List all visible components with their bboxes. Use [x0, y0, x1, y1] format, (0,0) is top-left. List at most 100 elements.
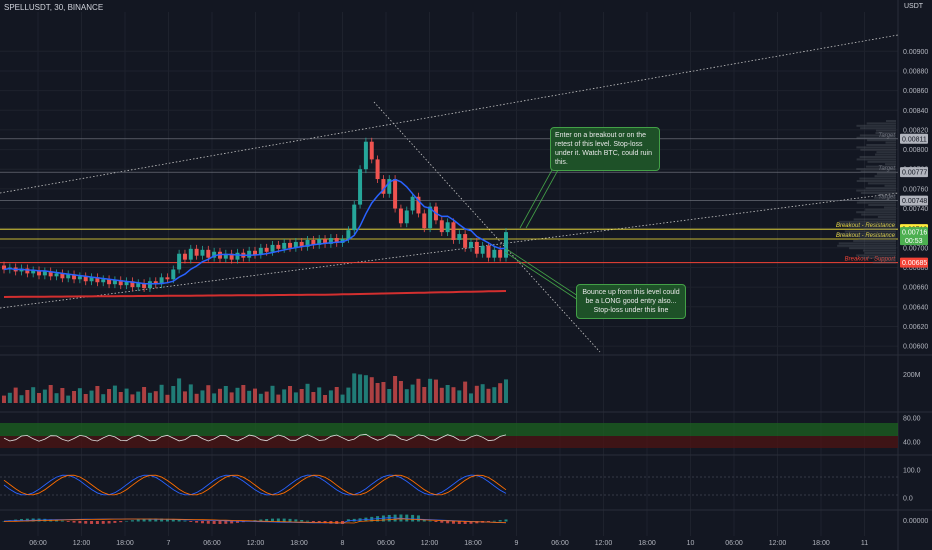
macd-histogram-bar — [446, 521, 450, 524]
volume-profile-bar — [875, 132, 896, 134]
candle-body — [112, 280, 117, 285]
rsi-oversold-zone — [0, 436, 898, 448]
level-price-tag — [900, 257, 928, 268]
level-price-tag — [900, 195, 928, 206]
candle-body — [451, 222, 456, 240]
candle-body — [206, 249, 211, 258]
candle-body — [504, 232, 508, 258]
volume-profile-bar — [856, 254, 896, 257]
candle-body — [258, 247, 263, 255]
symbol-header: SPELLUSDT, 30, BINANCE — [4, 3, 104, 12]
candle-body — [323, 238, 328, 244]
candle-body — [66, 274, 71, 279]
macd-histogram-bar — [428, 520, 432, 522]
macd-histogram-bar — [101, 521, 105, 524]
volume-profile-bar — [848, 225, 896, 228]
volume-profile-bar — [853, 218, 896, 221]
macd-histogram-bar — [498, 520, 502, 522]
volume-bar — [457, 390, 462, 403]
candle-body — [89, 277, 94, 282]
volume-profile-bar — [860, 148, 896, 151]
volume-profile-bar — [874, 175, 896, 178]
volume-bar — [299, 389, 304, 403]
volume-profile-bar — [875, 153, 896, 156]
candle-body — [474, 241, 479, 254]
volume-bar — [13, 387, 18, 403]
volume-bar — [422, 387, 427, 403]
volume-bar — [282, 389, 287, 403]
volume-bar — [474, 385, 479, 403]
volume-bar — [439, 387, 444, 403]
price-tick-label: 0.00840 — [903, 108, 928, 115]
volume-bar — [235, 387, 240, 403]
candle-body — [142, 283, 147, 289]
candle-body — [159, 277, 164, 285]
stoch-d-line — [3, 474, 507, 496]
price-tick-label: 0.00880 — [903, 68, 928, 75]
time-tick-label: 06:00 — [551, 540, 569, 547]
rsi-tick-label: 80.00 — [903, 416, 921, 423]
volume-bar — [165, 394, 170, 403]
callout-line — [519, 169, 553, 229]
candle-body — [229, 253, 234, 260]
volume-bar — [212, 393, 217, 403]
stoch-tick-label: 100.0 — [903, 468, 921, 475]
volume-profile-bar — [849, 247, 896, 250]
volume-profile-bar — [878, 259, 896, 262]
callout-line — [504, 247, 579, 297]
time-tick-label: 06:00 — [29, 540, 47, 547]
macd-histogram-bar — [317, 521, 321, 523]
candle-body — [253, 250, 257, 255]
volume-bar — [188, 384, 193, 403]
volume-bar — [54, 393, 59, 403]
countdown-label: 00:53 — [905, 238, 923, 245]
volume-profile-bar — [856, 124, 896, 127]
macd-tick-label: 0.00000 — [903, 518, 928, 525]
volume-bar — [130, 394, 135, 403]
volume-bar — [451, 387, 456, 403]
volume-profile-bar — [872, 261, 896, 264]
macd-histogram-bar — [171, 519, 175, 522]
volume-profile-bar — [841, 235, 896, 238]
macd-histogram-bar — [84, 521, 88, 524]
candle-body — [60, 273, 65, 279]
candle-body — [358, 169, 363, 205]
macd-histogram-bar — [195, 521, 199, 523]
time-tick-label: 11 — [861, 540, 868, 547]
volume-profile-bar — [859, 134, 896, 137]
macd-histogram-bar — [451, 521, 455, 524]
level-price-tag — [900, 167, 928, 178]
volume-bar — [60, 388, 65, 403]
macd-histogram-bar — [177, 519, 181, 522]
time-tick-label: 12:00 — [769, 540, 787, 547]
volume-bar — [107, 389, 112, 403]
volume-profile-bar — [864, 252, 896, 254]
volume-bar — [340, 394, 345, 403]
volume-profile-bar — [867, 160, 896, 163]
macd-histogram-bar — [387, 514, 391, 522]
volume-profile-bar — [860, 170, 896, 173]
volume-profile-bar — [883, 206, 896, 209]
volume-bar — [346, 387, 351, 403]
volume-bar — [83, 394, 88, 403]
volume-profile-bar — [838, 242, 896, 245]
macd-histogram-bar — [416, 515, 420, 522]
volume-profile-bar — [865, 187, 896, 190]
price-tick-label: 0.00820 — [903, 127, 928, 134]
volume-bar — [136, 391, 141, 403]
macd-histogram-bar — [469, 521, 473, 524]
time-tick-label: 18:00 — [638, 540, 656, 547]
candle-body — [457, 234, 462, 240]
volume-bar — [258, 393, 263, 403]
volume-profile-bar — [865, 208, 896, 211]
note-bounce-entry: Bounce up from this level could be a LON… — [576, 284, 686, 319]
volume-bar — [42, 389, 47, 403]
price-tick-label: 0.00800 — [903, 147, 928, 154]
macd-histogram-bar — [154, 518, 158, 522]
volume-profile-bar — [886, 120, 896, 122]
volume-profile-bar — [877, 216, 896, 218]
time-tick-label: 12:00 — [595, 540, 613, 547]
volume-bar — [19, 395, 24, 403]
